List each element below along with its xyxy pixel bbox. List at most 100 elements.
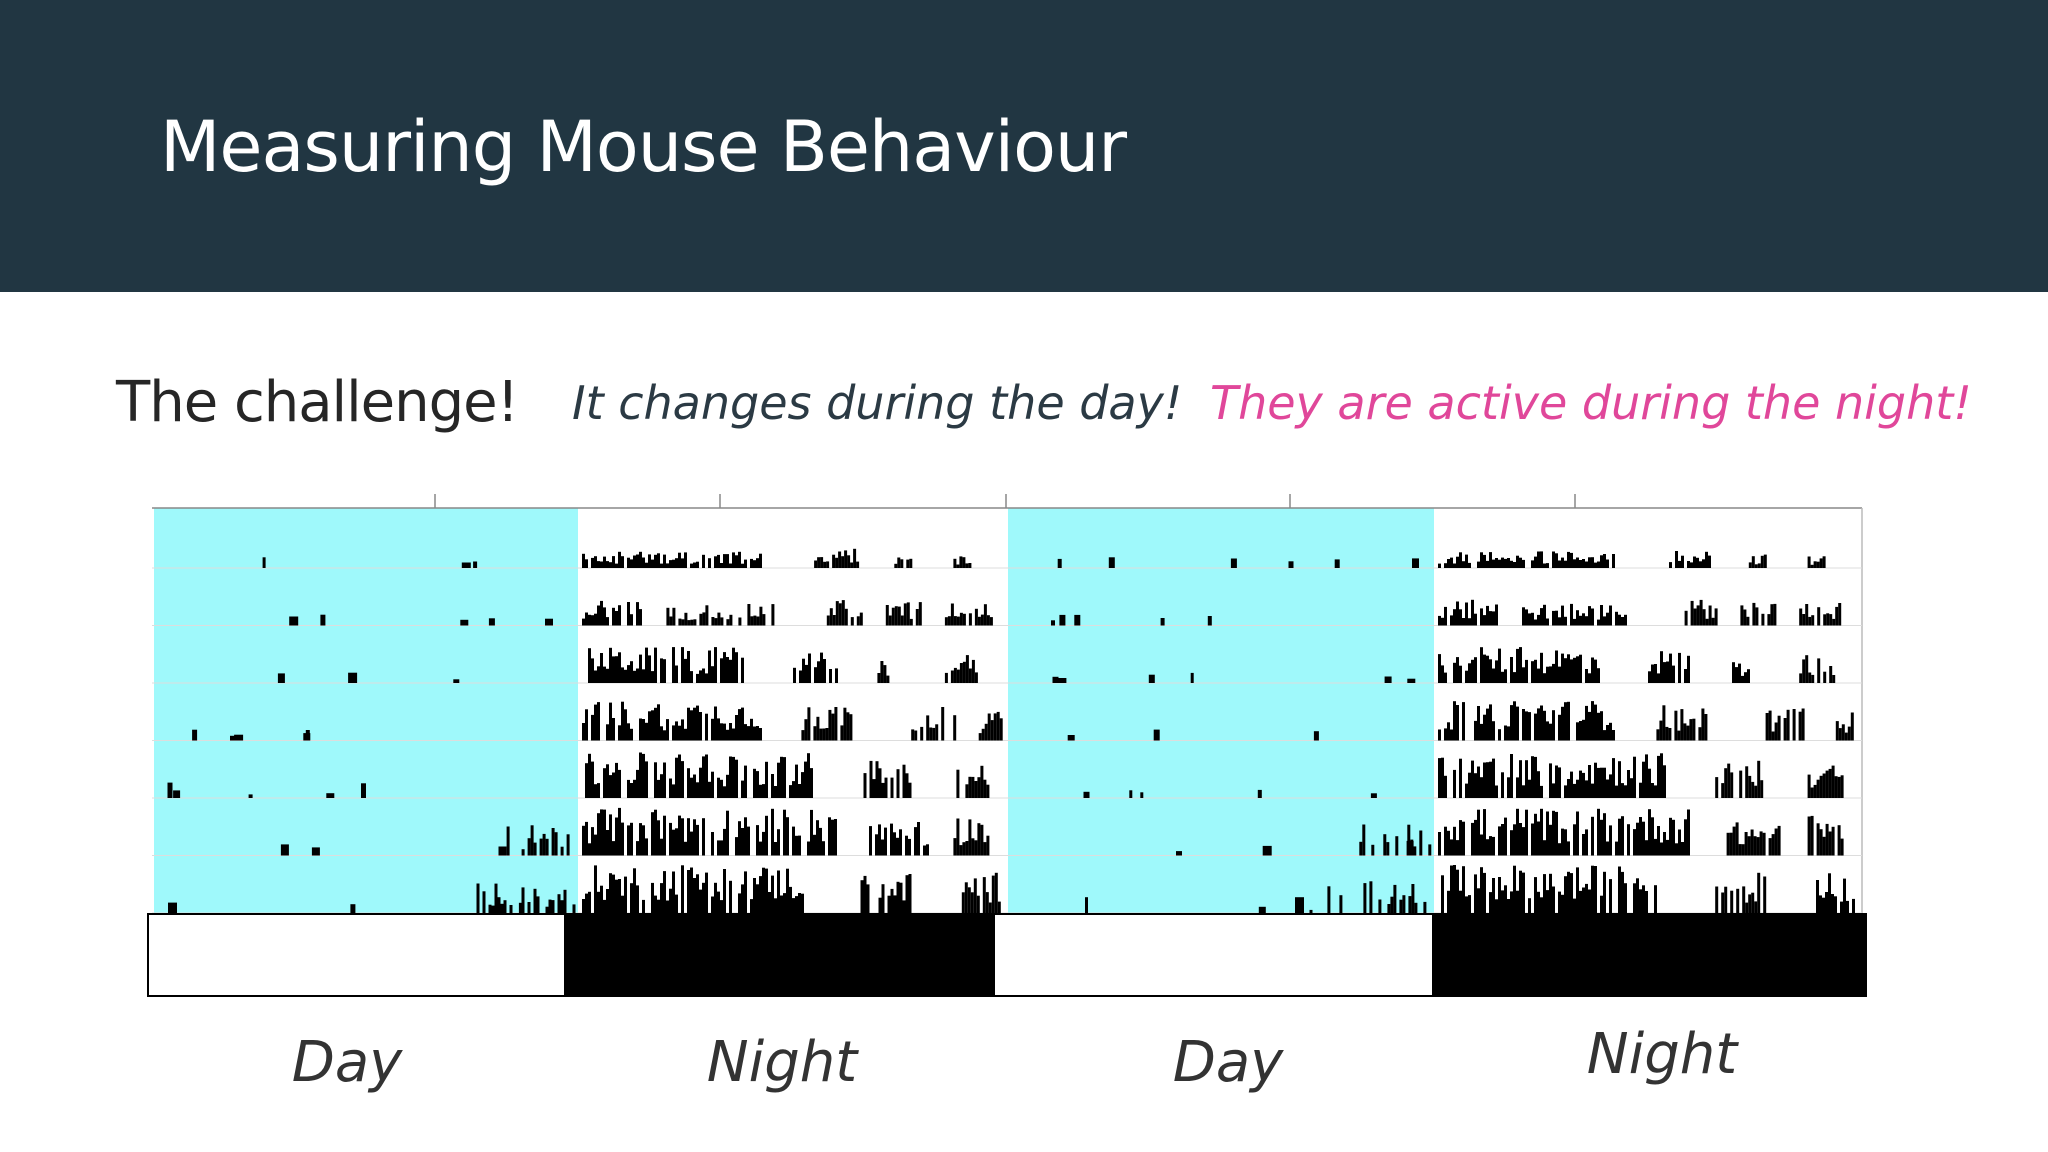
activity-bar xyxy=(774,842,777,856)
activity-bar xyxy=(1693,556,1696,568)
activity-bar xyxy=(726,810,729,856)
activity-bar xyxy=(1696,557,1699,568)
activity-bar xyxy=(1683,723,1687,741)
activity-bar xyxy=(1768,838,1772,856)
activity-bar xyxy=(1624,883,1627,913)
activity-bar xyxy=(1585,616,1588,626)
ld-segment-dark-2 xyxy=(564,914,995,996)
activity-bar xyxy=(642,753,645,798)
activity-bar xyxy=(1603,616,1606,626)
activity-bar xyxy=(1450,615,1453,626)
activity-bar xyxy=(1817,607,1821,626)
activity-bar xyxy=(1660,842,1663,856)
activity-bar xyxy=(926,715,930,741)
activity-bar xyxy=(594,670,597,683)
activity-bar xyxy=(609,562,612,568)
activity-bar xyxy=(615,611,618,626)
activity-bar xyxy=(965,655,969,683)
activity-bar xyxy=(1471,822,1474,856)
activity-bar xyxy=(548,899,552,913)
activity-bar xyxy=(759,876,762,913)
activity-bar xyxy=(1687,561,1690,568)
activity-bar xyxy=(1633,756,1636,798)
activity-bar xyxy=(735,759,738,798)
activity-bar xyxy=(962,842,966,856)
activity-bar xyxy=(1083,791,1090,798)
activity-bar xyxy=(1474,720,1477,741)
activity-bar xyxy=(1453,662,1456,683)
activity-bar xyxy=(846,712,850,741)
activity-bar xyxy=(1742,886,1746,913)
activity-bar xyxy=(1651,664,1654,683)
activity-bar xyxy=(588,891,591,913)
activity-bar xyxy=(1384,676,1392,683)
activity-bar xyxy=(994,872,998,913)
activity-bar xyxy=(621,701,624,741)
activity-bar xyxy=(1597,808,1600,856)
activity-bar xyxy=(1462,702,1465,741)
activity-bar xyxy=(1513,562,1516,568)
activity-bar xyxy=(1765,713,1769,741)
activity-bar xyxy=(1748,894,1752,913)
activity-bar xyxy=(1828,768,1832,798)
activity-bar xyxy=(600,885,603,913)
activity-bar xyxy=(1805,604,1809,626)
activity-bar xyxy=(1730,890,1734,913)
activity-bar xyxy=(720,900,723,913)
activity-bar xyxy=(903,603,907,626)
activity-bar xyxy=(1058,678,1067,683)
activity-bar xyxy=(545,838,549,856)
activity-bar xyxy=(783,893,786,913)
activity-bar xyxy=(908,838,911,856)
activity-bar xyxy=(828,709,832,741)
activity-bar xyxy=(1546,666,1549,683)
activity-bar xyxy=(832,615,836,626)
activity-bar xyxy=(899,882,903,913)
activity-bar xyxy=(560,900,564,913)
activity-bar xyxy=(1579,615,1582,626)
activity-bar xyxy=(953,667,957,683)
activity-bar xyxy=(1477,888,1480,913)
activity-bar xyxy=(551,828,555,856)
activity-bar xyxy=(636,841,639,856)
activity-bar xyxy=(1773,603,1777,626)
activity-bar xyxy=(1414,902,1418,913)
activity-bar xyxy=(1519,870,1522,913)
activity-bar xyxy=(792,826,795,856)
activity-bar xyxy=(1501,671,1504,683)
activity-bar xyxy=(591,615,594,626)
activity-bar xyxy=(723,828,726,856)
activity-bar xyxy=(744,765,747,798)
activity-bar xyxy=(884,777,888,798)
activity-bar xyxy=(1591,608,1594,626)
activity-bar xyxy=(612,656,615,683)
activity-bar xyxy=(968,668,972,683)
activity-bar xyxy=(964,882,968,913)
activity-bar xyxy=(1665,726,1669,741)
activity-bar xyxy=(877,673,881,683)
activity-bar xyxy=(738,893,741,913)
activity-bar xyxy=(885,605,889,626)
activity-bar xyxy=(1687,809,1690,856)
activity-bar xyxy=(807,707,811,741)
activity-bar xyxy=(1724,768,1728,798)
activity-bar xyxy=(1576,557,1579,568)
activity-bar xyxy=(1483,872,1486,913)
activity-bar xyxy=(696,874,699,913)
activity-bar xyxy=(460,619,469,626)
activity-bar xyxy=(1495,660,1498,683)
activity-bar xyxy=(838,603,842,626)
activity-bar xyxy=(585,612,588,626)
activity-bar xyxy=(1230,558,1237,568)
activity-bar xyxy=(971,838,975,856)
activity-bar xyxy=(844,550,848,568)
activity-bar xyxy=(735,555,738,568)
activity-bar xyxy=(1456,657,1459,683)
activity-bar xyxy=(1760,555,1764,568)
activity-bar xyxy=(1813,561,1817,568)
activity-bar xyxy=(645,562,648,568)
activity-bar xyxy=(813,726,817,741)
activity-bar xyxy=(1755,607,1759,626)
activity-bar xyxy=(1767,614,1771,626)
activity-bar xyxy=(657,704,660,741)
